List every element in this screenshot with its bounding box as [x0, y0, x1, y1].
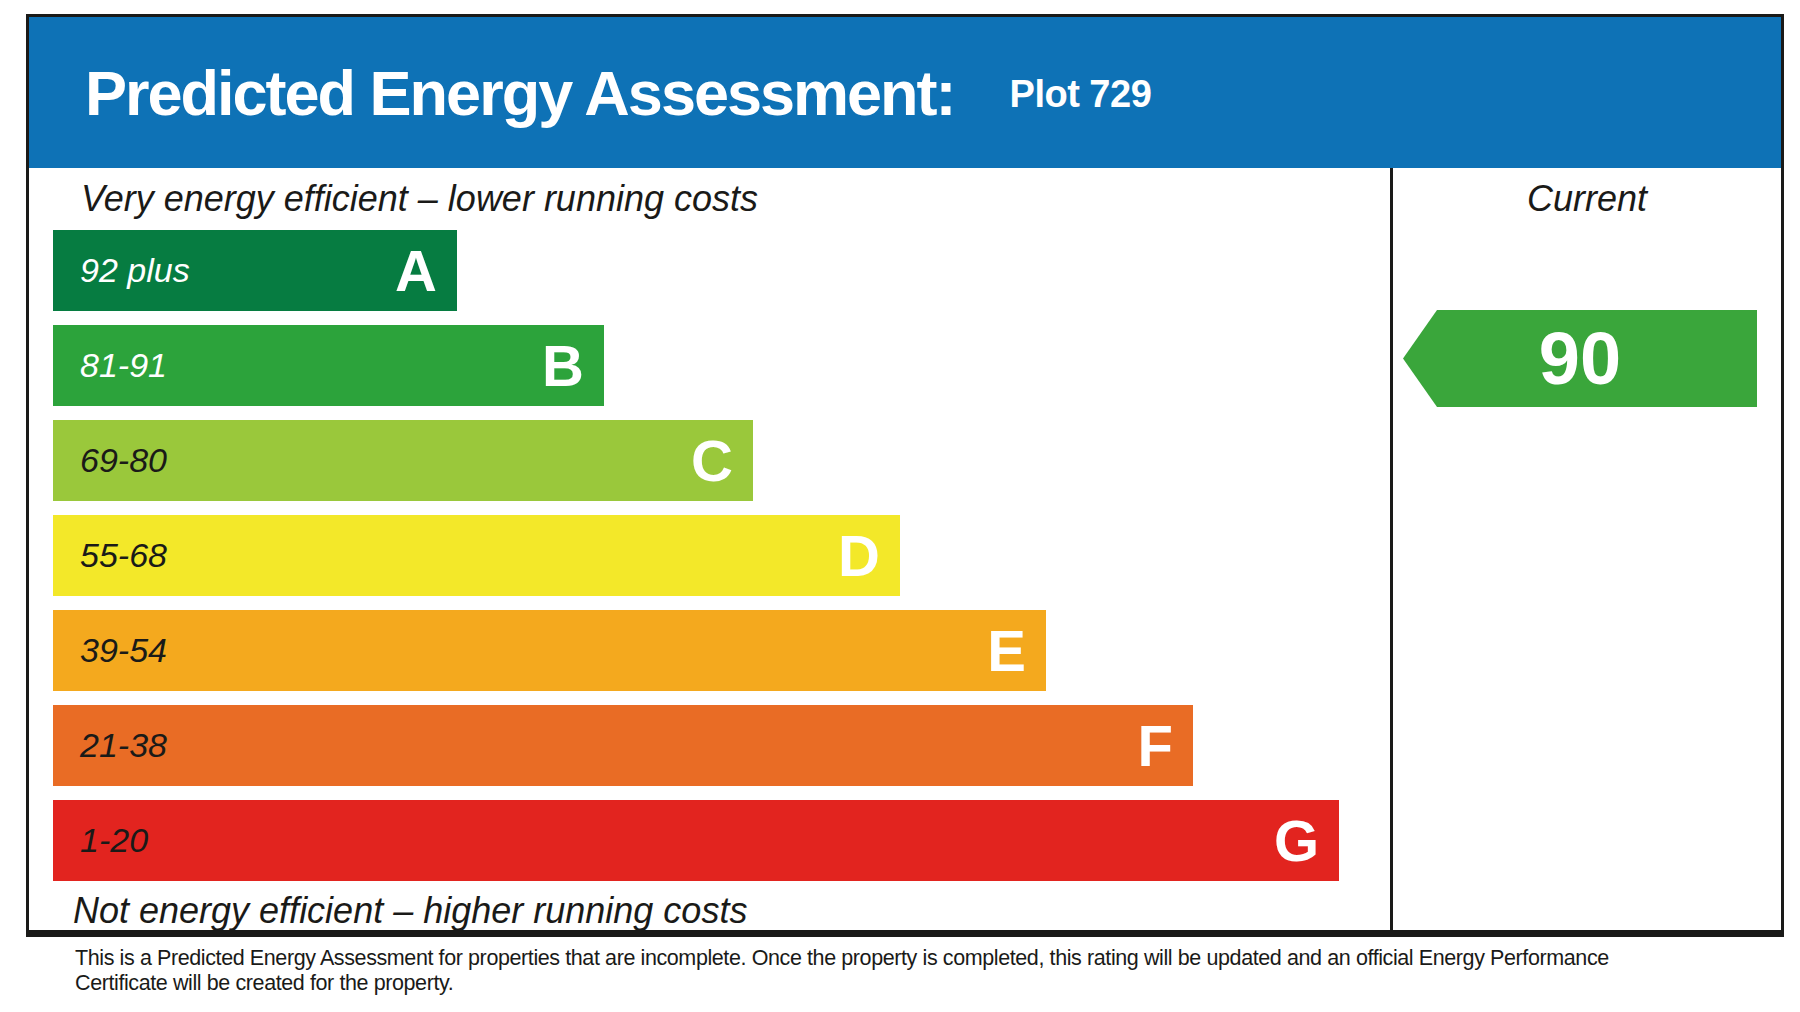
band-letter-b: B	[542, 337, 604, 395]
chart-body: Very energy efficient – lower running co…	[29, 168, 1781, 930]
band-range-e: 39-54	[53, 631, 167, 670]
plot-number: Plot 729	[1010, 73, 1152, 116]
band-range-d: 55-68	[53, 536, 167, 575]
band-letter-a: A	[395, 242, 457, 300]
band-range-b: 81-91	[53, 346, 167, 385]
band-range-c: 69-80	[53, 441, 167, 480]
footer-line-1: This is a Predicted Energy Assessment fo…	[75, 946, 1609, 971]
bottom-caption: Not energy efficient – higher running co…	[73, 890, 747, 932]
band-row-c: 69-80 C	[53, 420, 753, 501]
band-range-g: 1-20	[53, 821, 148, 860]
band-row-a: 92 plus A	[53, 230, 457, 311]
current-rating-badge: 90	[1403, 310, 1757, 407]
page-title: Predicted Energy Assessment:	[85, 57, 955, 129]
band-letter-e: E	[987, 622, 1046, 680]
footer-line-2: Certificate will be created for the prop…	[75, 971, 1609, 996]
current-pane: Current 90	[1390, 168, 1781, 930]
current-rating-value: 90	[1539, 322, 1621, 396]
band-letter-d: D	[838, 527, 900, 585]
header-bar: Predicted Energy Assessment: Plot 729	[29, 17, 1781, 168]
epc-page: { "header": { "title": "Predicted Energy…	[0, 0, 1800, 1012]
band-letter-g: G	[1274, 812, 1339, 870]
band-row-f: 21-38 F	[53, 705, 1193, 786]
assessment-box: Predicted Energy Assessment: Plot 729 Ve…	[26, 14, 1784, 937]
band-row-e: 39-54 E	[53, 610, 1046, 691]
footer-note: This is a Predicted Energy Assessment fo…	[75, 946, 1609, 996]
band-row-g: 1-20 G	[53, 800, 1339, 881]
band-row-d: 55-68 D	[53, 515, 900, 596]
top-caption: Very energy efficient – lower running co…	[81, 178, 758, 220]
band-letter-f: F	[1138, 717, 1193, 775]
band-row-b: 81-91 B	[53, 325, 604, 406]
current-label: Current	[1393, 178, 1781, 220]
band-range-f: 21-38	[53, 726, 167, 765]
bands-pane: Very energy efficient – lower running co…	[29, 168, 1390, 930]
band-letter-c: C	[691, 432, 753, 490]
band-range-a: 92 plus	[53, 251, 190, 290]
